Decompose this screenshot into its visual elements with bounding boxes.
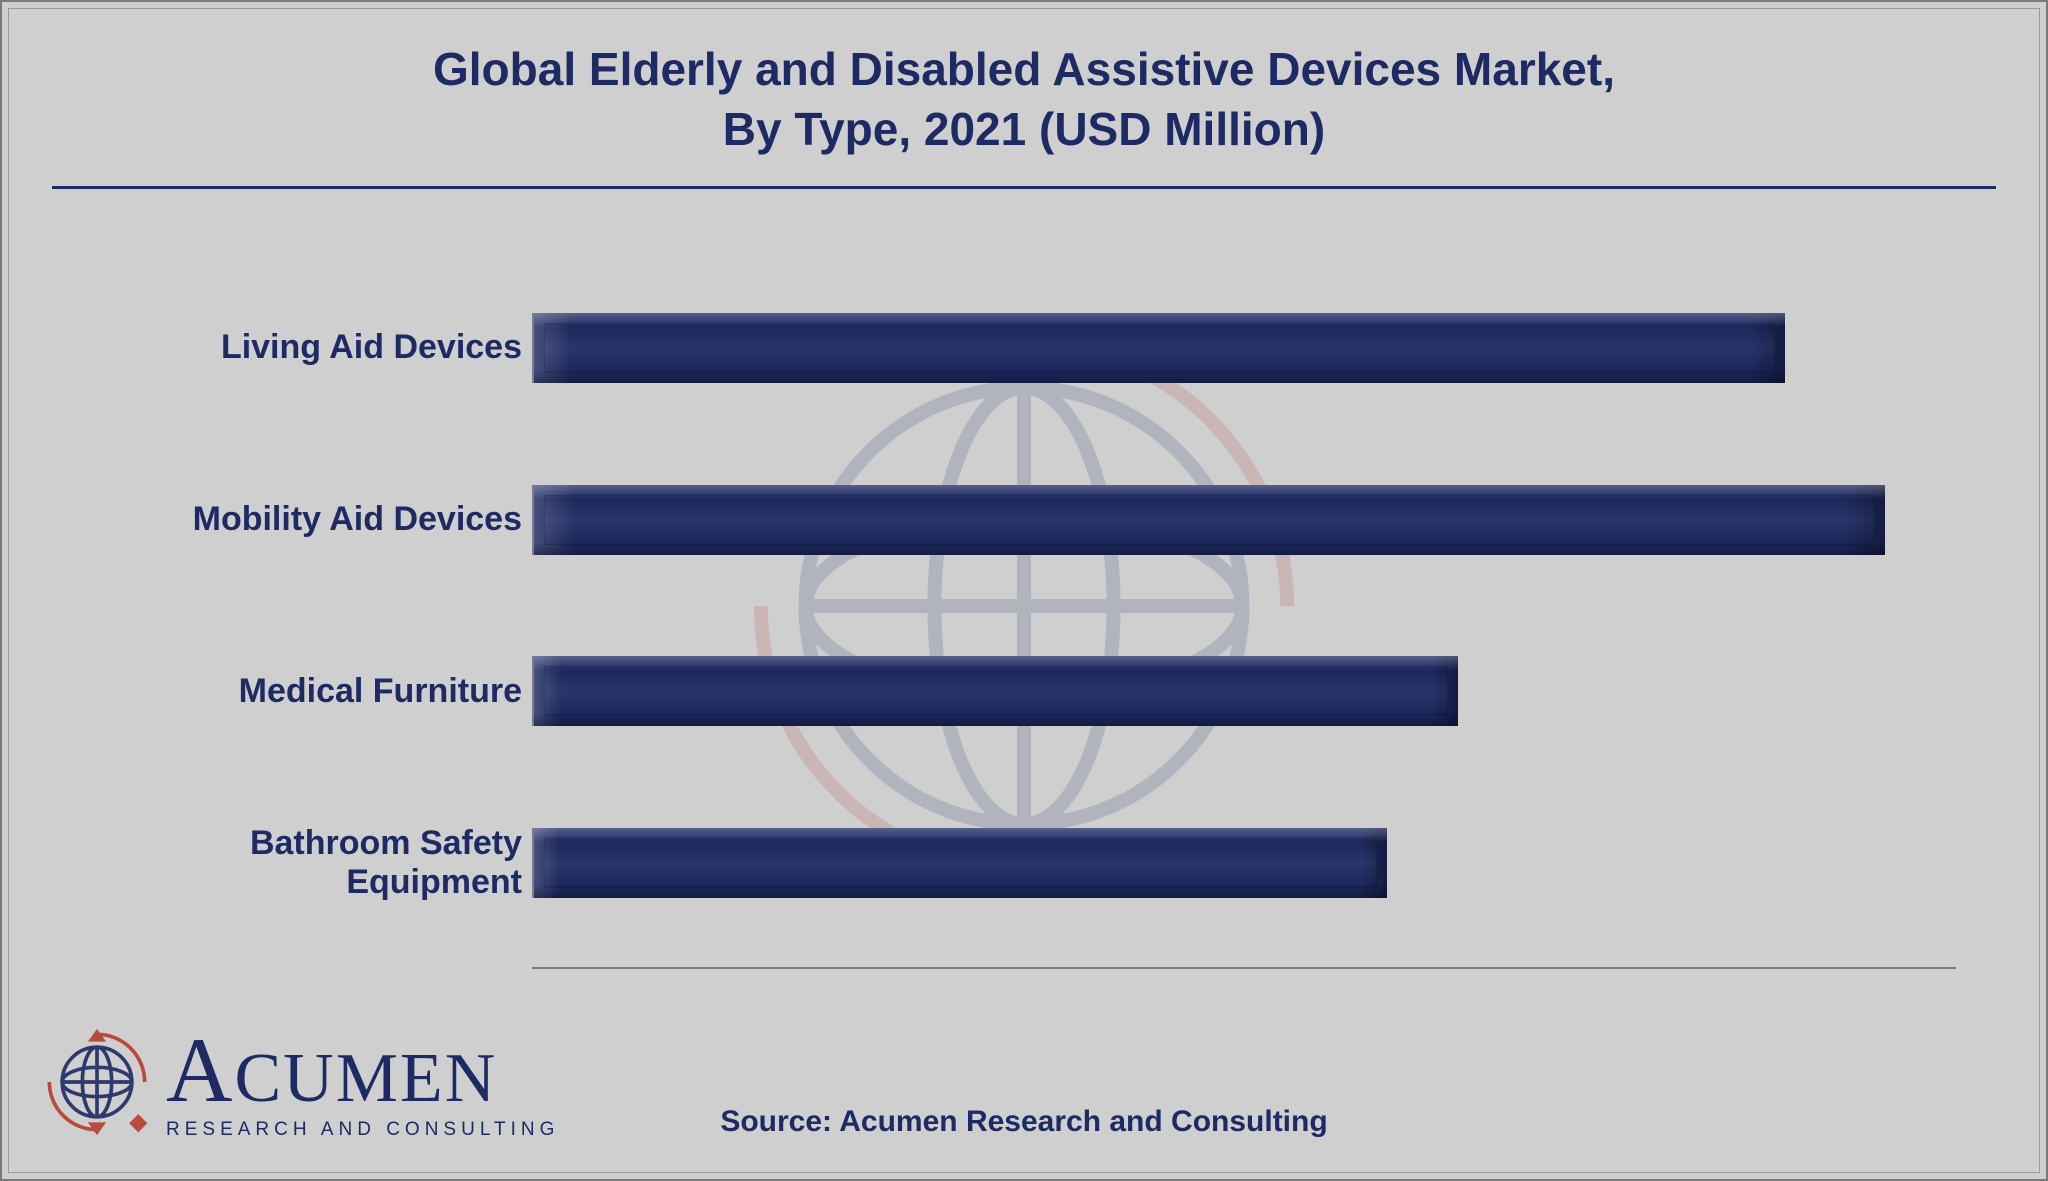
bar-track xyxy=(532,828,1956,898)
bar-rows: Living Aid Devices Mobility Aid Devices … xyxy=(92,232,1956,979)
bar-row: Medical Furniture xyxy=(92,636,1956,746)
footer: ACUMEN RESEARCH AND CONSULTING Source: A… xyxy=(2,1009,2046,1159)
logo-subline: RESEARCH AND CONSULTING xyxy=(166,1120,559,1139)
bar xyxy=(534,485,1885,555)
chart-area: Living Aid Devices Mobility Aid Devices … xyxy=(92,232,1956,979)
category-label: Medical Furniture xyxy=(92,672,532,711)
title-line-1: Global Elderly and Disabled Assistive De… xyxy=(2,42,2046,96)
source-attribution: Source: Acumen Research and Consulting xyxy=(720,1105,1327,1139)
bar xyxy=(534,828,1387,898)
x-axis-line xyxy=(532,967,1956,969)
chart-frame: Global Elderly and Disabled Assistive De… xyxy=(0,0,2048,1181)
logo-wordmark: ACUMEN xyxy=(166,1024,559,1116)
category-label: Mobility Aid Devices xyxy=(92,500,532,539)
bar-track xyxy=(532,313,1956,383)
title-rule xyxy=(52,186,1996,189)
category-label: Living Aid Devices xyxy=(92,328,532,367)
bar-track xyxy=(532,485,1956,555)
title-line-2: By Type, 2021 (USD Million) xyxy=(2,102,2046,156)
bar xyxy=(534,656,1458,726)
bar-row: Living Aid Devices xyxy=(92,293,1956,403)
brand-logo: ACUMEN RESEARCH AND CONSULTING xyxy=(42,1024,559,1139)
bar xyxy=(534,313,1785,383)
logo-globe-icon xyxy=(42,1027,152,1137)
bar-track xyxy=(532,656,1956,726)
chart-title: Global Elderly and Disabled Assistive De… xyxy=(2,2,2046,156)
category-label: Bathroom Safety Equipment xyxy=(92,824,532,902)
logo-text: ACUMEN RESEARCH AND CONSULTING xyxy=(166,1024,559,1139)
bar-row: Mobility Aid Devices xyxy=(92,465,1956,575)
bar-row: Bathroom Safety Equipment xyxy=(92,808,1956,918)
